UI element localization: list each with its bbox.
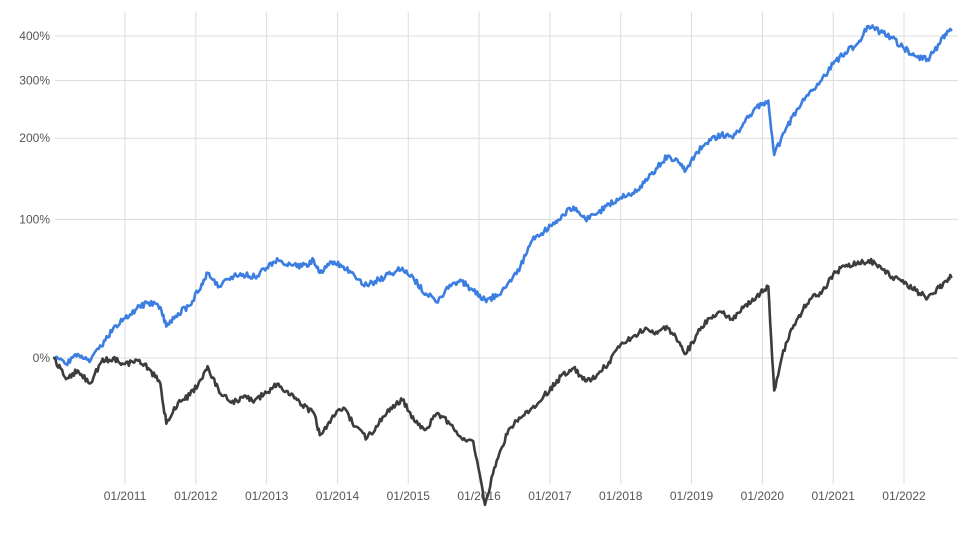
x-tick-label: 01/2015 xyxy=(387,489,431,503)
x-tick-label: 01/2013 xyxy=(245,489,289,503)
x-tick-label: 01/2014 xyxy=(316,489,360,503)
y-tick-label: 400% xyxy=(19,29,50,43)
series-lines xyxy=(52,24,953,507)
gridlines xyxy=(55,12,958,484)
y-tick-label: 0% xyxy=(33,351,51,365)
x-tick-label: 01/2012 xyxy=(174,489,218,503)
x-tick-label: 01/2011 xyxy=(104,489,147,503)
x-tick-label: 01/2021 xyxy=(811,489,855,503)
y-tick-label: 200% xyxy=(19,131,50,145)
x-tick-label: 01/2020 xyxy=(741,489,785,503)
y-tick-label: 100% xyxy=(19,212,50,226)
y-tick-label: 300% xyxy=(19,74,50,88)
series-line-1 xyxy=(52,24,953,367)
x-tick-label: 01/2016 xyxy=(457,489,501,503)
x-tick-label: 01/2022 xyxy=(882,489,926,503)
x-tick-label: 01/2019 xyxy=(670,489,714,503)
x-tick-label: 01/2018 xyxy=(599,489,643,503)
tick-labels: 01/2011 01/2012 01/2013 01/2014 01/2015 01/20… xyxy=(19,29,926,503)
series-line-2 xyxy=(52,257,953,507)
x-tick-label: 01/2017 xyxy=(528,489,572,503)
